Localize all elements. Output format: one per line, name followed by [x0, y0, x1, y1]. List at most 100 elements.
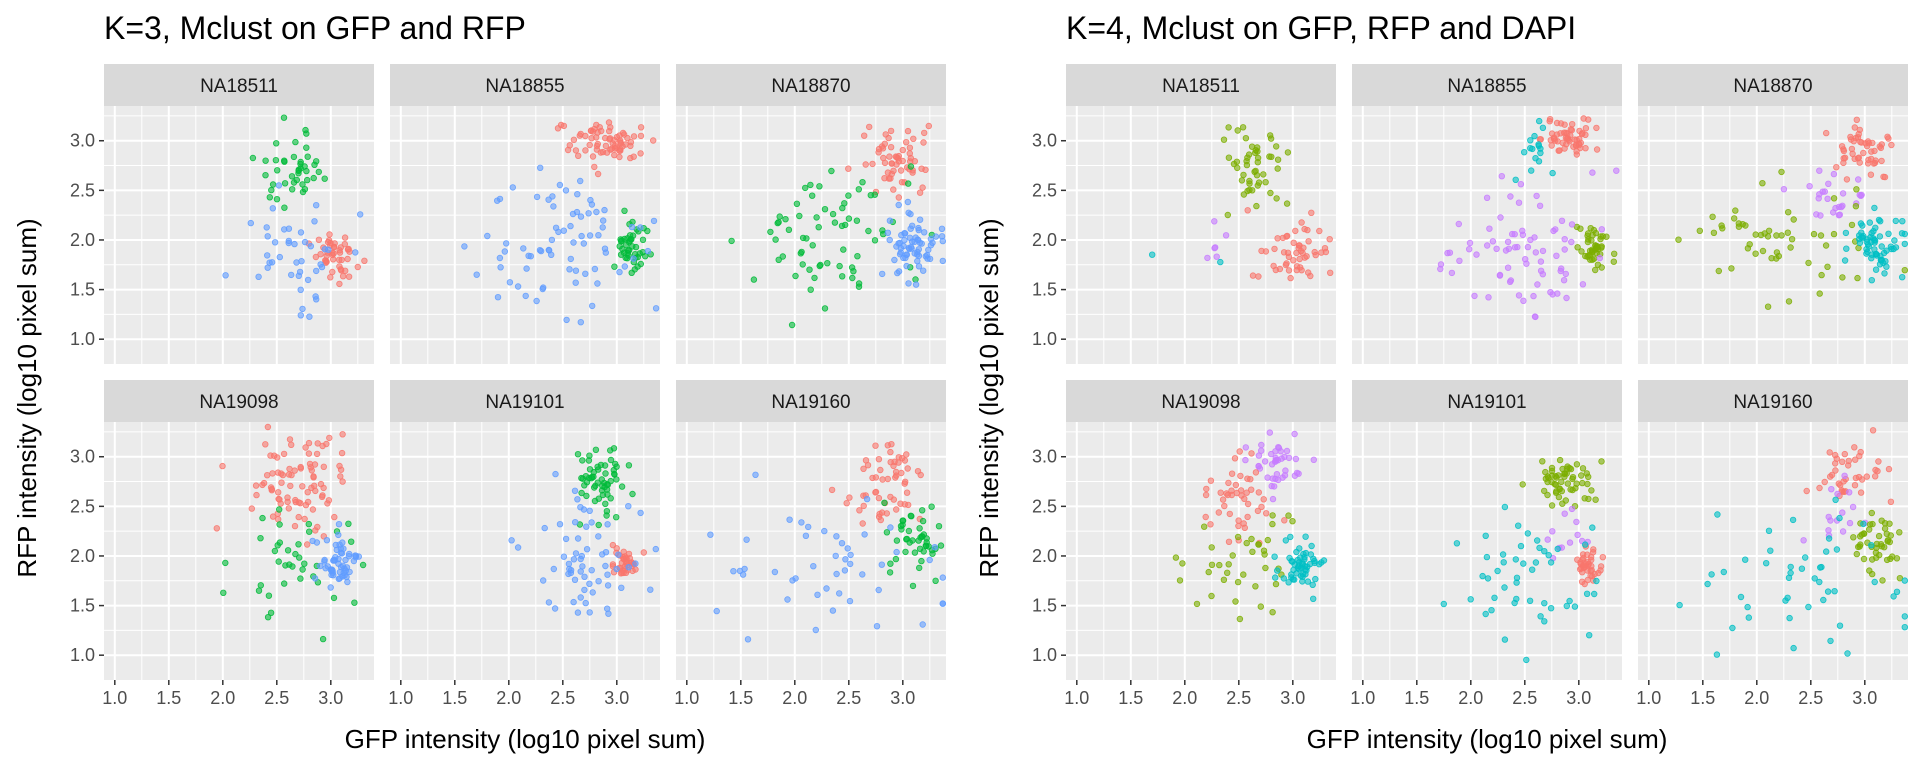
data-point — [1878, 243, 1885, 250]
data-point — [607, 447, 614, 454]
data-point — [571, 576, 579, 583]
data-point — [1523, 656, 1530, 664]
data-point — [1236, 448, 1243, 455]
data-point — [1236, 615, 1244, 623]
data-point — [1326, 269, 1334, 276]
data-point — [574, 451, 582, 458]
data-point — [916, 216, 924, 223]
data-point — [886, 153, 893, 160]
data-point — [875, 149, 882, 156]
data-point — [352, 554, 359, 561]
data-point — [1569, 475, 1576, 483]
data-point — [1255, 273, 1262, 280]
data-point — [1296, 545, 1303, 552]
x-tick-label: 1.5 — [1118, 688, 1143, 708]
data-point — [272, 156, 280, 164]
data-point — [1831, 451, 1839, 459]
data-point — [304, 276, 312, 284]
data-point — [274, 454, 281, 461]
data-point — [1860, 149, 1867, 157]
data-point — [1883, 530, 1890, 537]
data-point — [292, 498, 299, 506]
data-point — [1269, 520, 1276, 528]
data-point — [1878, 543, 1885, 550]
data-point — [313, 267, 320, 275]
data-point — [1834, 490, 1841, 498]
data-point — [903, 489, 911, 496]
data-point — [1790, 644, 1797, 652]
data-point — [594, 140, 601, 148]
data-point — [583, 546, 591, 553]
data-point — [1514, 243, 1521, 251]
data-point — [893, 154, 900, 161]
data-point — [782, 215, 789, 223]
data-point — [884, 229, 892, 236]
data-point — [1813, 211, 1820, 218]
data-point — [1309, 581, 1316, 588]
data-point — [888, 160, 895, 167]
data-point — [1858, 476, 1866, 483]
data-point — [1483, 194, 1491, 201]
data-point — [905, 280, 912, 287]
data-point — [599, 148, 607, 156]
data-point — [286, 465, 293, 473]
data-point — [1273, 471, 1281, 478]
facet-panel: 1.0 1.5 2.0 2.5 3.0 — [70, 106, 374, 364]
x-tick-label: 3.0 — [1852, 688, 1877, 708]
data-point — [907, 154, 914, 162]
data-point — [1583, 470, 1590, 477]
data-point — [1446, 249, 1454, 256]
data-point — [1484, 575, 1492, 582]
data-point — [1853, 550, 1860, 558]
data-point — [767, 228, 774, 236]
data-point — [621, 207, 628, 214]
data-point — [586, 507, 593, 514]
data-point — [1831, 588, 1838, 595]
data-point — [622, 254, 629, 262]
data-point — [1211, 244, 1219, 251]
data-point — [1264, 536, 1271, 544]
data-point — [915, 224, 922, 232]
data-point — [1863, 473, 1870, 480]
facet-strip: NA18870 — [676, 64, 946, 106]
data-point — [1248, 535, 1255, 543]
data-point — [798, 519, 805, 526]
data-point — [1207, 477, 1215, 484]
data-point — [842, 221, 849, 229]
data-point — [335, 555, 342, 563]
data-point — [1260, 171, 1267, 178]
data-point — [1597, 233, 1604, 240]
data-point — [314, 440, 321, 447]
x-tick-label: 1.5 — [156, 688, 181, 708]
data-point — [1541, 600, 1548, 607]
y-tick-label: 3.0 — [1032, 131, 1057, 151]
data-point — [1240, 171, 1247, 179]
data-point — [276, 506, 283, 513]
data-point — [1867, 171, 1875, 178]
data-point — [877, 466, 884, 474]
data-point — [1821, 478, 1828, 486]
x-tick-label: 1.5 — [728, 688, 753, 708]
data-point — [939, 574, 946, 581]
data-point — [1851, 444, 1858, 451]
data-point — [1854, 176, 1862, 183]
data-point — [537, 164, 544, 171]
data-point — [599, 224, 606, 231]
data-point — [1293, 570, 1300, 577]
data-point — [1527, 167, 1535, 174]
y-tick-label: 1.0 — [1032, 329, 1057, 349]
data-point — [1237, 472, 1244, 480]
data-point — [1598, 458, 1605, 465]
data-point — [342, 267, 349, 274]
data-point — [918, 557, 925, 565]
data-point — [589, 153, 597, 160]
data-point — [1535, 141, 1542, 148]
data-point — [602, 562, 609, 570]
data-point — [1515, 292, 1523, 299]
data-point — [1537, 613, 1544, 620]
data-point — [1871, 578, 1878, 586]
data-point — [1843, 245, 1850, 252]
data-point — [1515, 199, 1523, 206]
data-point — [1269, 475, 1276, 482]
data-point — [832, 552, 839, 560]
